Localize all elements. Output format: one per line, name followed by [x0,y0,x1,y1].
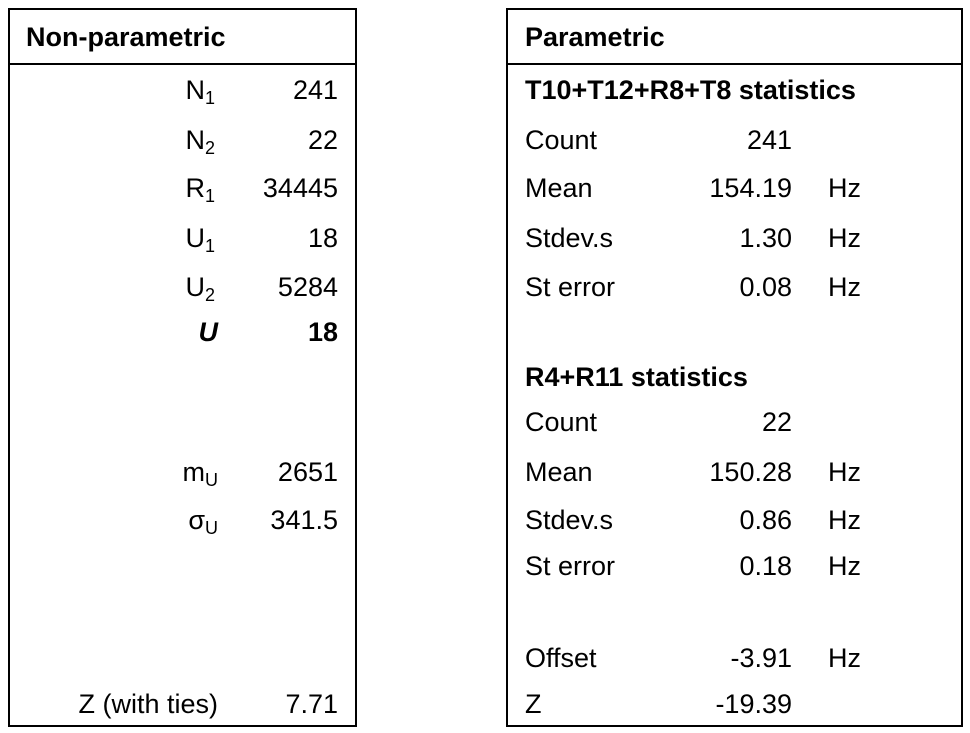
subscript: 2 [205,285,216,305]
row-value: 150.28 [709,457,792,487]
row-label: Count [525,407,598,437]
row-unit: Hz [828,551,861,581]
row-value: 7.71 [285,689,338,719]
row-value: 5284 [277,272,338,302]
row-unit: Hz [828,223,861,253]
row-label: Z [525,689,542,719]
row-label: Stdev.s [525,505,614,535]
row-value: 34445 [262,173,338,203]
left-title: Non-parametric [26,22,226,52]
row-label: Mean [525,173,593,203]
row-unit: Hz [828,173,861,203]
right-title: Parametric [525,22,665,52]
row-value: 2651 [277,457,338,487]
section-heading: T10+T12+R8+T8 statistics [525,75,856,105]
section-heading: R4+R11 statistics [525,362,748,392]
row-value: 1.30 [739,223,792,253]
row-label: Stdev.s [525,223,614,253]
row-value: 154.19 [709,173,792,203]
row-value: 22 [307,125,338,155]
row-value: 0.86 [739,505,792,535]
row-value: 341.5 [270,505,338,535]
row-unit: Hz [828,505,861,535]
subscript: 2 [205,138,216,158]
row-value: 0.18 [739,551,792,581]
subscript: U [205,518,218,538]
row-unit: Hz [828,457,861,487]
row-unit: Hz [828,272,861,302]
subscript: U [205,470,218,490]
right-header [508,10,961,65]
row-label: Offset [525,643,597,673]
row-value: 241 [746,125,792,155]
row-value: -19.39 [715,689,792,719]
row-value: 18 [307,223,338,253]
row-value: 22 [761,407,792,437]
right-panel [506,8,963,727]
subscript: 1 [205,88,216,108]
row-label: Count [525,125,598,155]
subscript: 1 [205,236,216,256]
left-header [10,10,355,65]
row-value: 241 [292,75,338,105]
row-label: Z (with ties) [78,689,218,719]
row-value: 18 [307,317,338,347]
subscript: 1 [205,186,216,206]
row-label: St error [525,551,616,581]
row-value: 0.08 [739,272,792,302]
row-label: Mean [525,457,593,487]
row-value: -3.91 [730,643,792,673]
row-unit: Hz [828,643,861,673]
row-label: St error [525,272,616,302]
left-panel [8,8,357,727]
row-label: U [198,317,219,347]
